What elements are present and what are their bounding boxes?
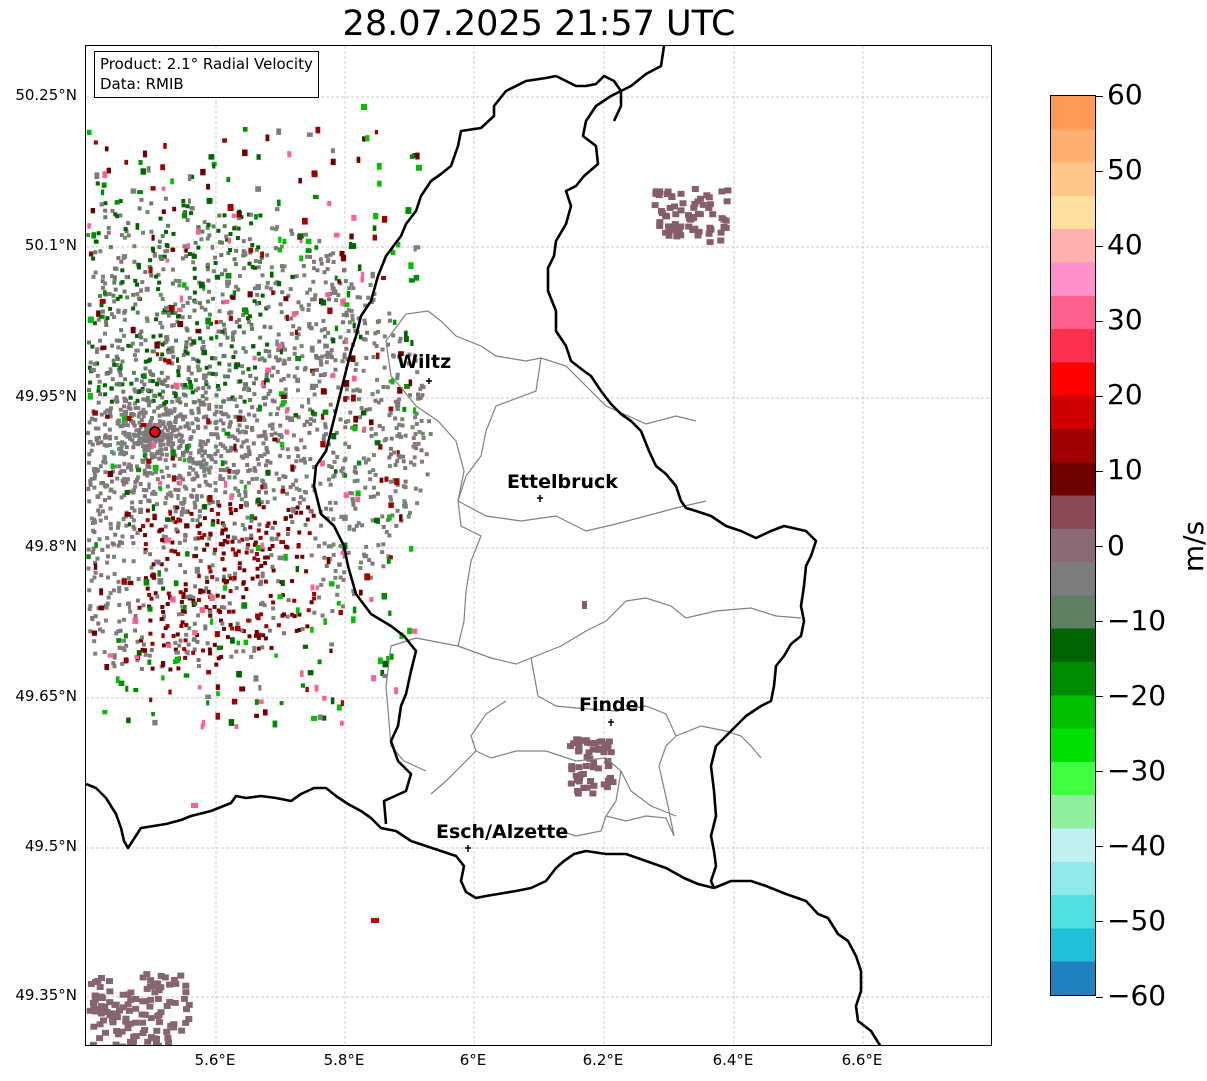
lon-tick: 6.2°E — [582, 1051, 624, 1069]
colorbar-tick: −20 — [1096, 679, 1166, 712]
city-label-ettelbruck: Ettelbruck — [507, 471, 618, 493]
velocity-colorbar — [1050, 95, 1096, 996]
city-marker-findel — [608, 719, 614, 726]
colorbar-tick: 10 — [1096, 453, 1143, 486]
gridlines — [86, 46, 991, 1045]
colorbar-tick: −40 — [1096, 829, 1166, 862]
city-marker-esch-alzette — [465, 845, 471, 852]
data-source-label: Data: RMIB — [100, 75, 184, 93]
lat-tick: 50.1°N — [24, 236, 77, 254]
lon-tick: 6.6°E — [841, 1051, 883, 1069]
city-marker-ettelbruck — [537, 495, 543, 502]
lon-tick: 6.4°E — [712, 1051, 754, 1069]
lat-tick: 49.5°N — [24, 837, 77, 855]
colorbar-tick: −30 — [1096, 754, 1166, 787]
lon-tick: 5.6°E — [194, 1051, 236, 1069]
city-esch-alzette: Esch/Alzette — [436, 821, 568, 852]
city-label-wiltz: Wiltz — [397, 351, 451, 373]
city-findel: Findel — [579, 694, 645, 726]
lat-tick: 49.8°N — [24, 537, 77, 555]
city-label-findel: Findel — [579, 694, 645, 716]
lon-tick: 6°E — [459, 1051, 487, 1069]
colorbar-tick: −50 — [1096, 904, 1166, 937]
colorbar-tick: 60 — [1096, 78, 1143, 111]
colorbar-tick: −10 — [1096, 604, 1166, 637]
colorbar-tick: 30 — [1096, 303, 1143, 336]
city-marker-wiltz — [426, 378, 432, 384]
country-borders — [86, 46, 882, 1045]
city-label-esch-alzette: Esch/Alzette — [436, 821, 568, 843]
radar-echoes — [86, 104, 732, 1045]
radar-site-marker — [149, 426, 161, 438]
lat-tick: 49.35°N — [15, 986, 77, 1004]
lon-tick: 5.8°E — [323, 1051, 365, 1069]
map-title: 28.07.2025 21:57 UTC — [342, 4, 736, 44]
colorbar-tick: 40 — [1096, 228, 1143, 261]
product-info-box: Product: 2.1° Radial Velocity Data: RMIB — [94, 51, 319, 98]
city-ettelbruck: Ettelbruck — [507, 471, 618, 502]
radar-map: Wiltz Ettelbruck Findel Esch/Alzette — [85, 45, 992, 1046]
colorbar-tick: 50 — [1096, 153, 1143, 186]
colorbar-tick: 0 — [1096, 529, 1125, 562]
map-canvas: Wiltz Ettelbruck Findel Esch/Alzette — [86, 46, 991, 1045]
product-label: Product: 2.1° Radial Velocity — [100, 55, 313, 73]
lat-tick: 49.95°N — [15, 387, 77, 405]
lat-tick: 50.25°N — [15, 86, 77, 104]
colorbar-tick: −60 — [1096, 979, 1166, 1012]
colorbar-tick: 20 — [1096, 378, 1143, 411]
lat-tick: 49.65°N — [15, 687, 77, 705]
colorbar-unit-label: m/s — [1177, 520, 1207, 573]
canton-boundaries — [385, 310, 802, 837]
city-wiltz: Wiltz — [397, 351, 451, 384]
